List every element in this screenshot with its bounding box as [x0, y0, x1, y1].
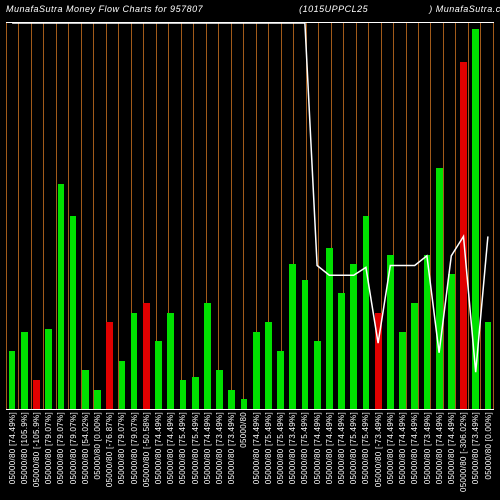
- label-wrap: 05000/80: [238, 412, 250, 500]
- x-label: 05000/80 [75.49%]: [178, 412, 187, 484]
- x-label: 05000/80 [73.49%]: [423, 412, 432, 484]
- label-wrap: 05000/80 [-73.49%]: [372, 412, 384, 500]
- title-left: MunafaSutra Money Flow Charts for 957807: [6, 4, 203, 14]
- label-wrap: 05000/80 [73.49%]: [470, 412, 482, 500]
- label-wrap: 05000/80 [74.49%]: [335, 412, 347, 500]
- label-wrap: 05000/80 [79.07%]: [67, 412, 79, 500]
- x-label: 05000/80 [75.49%]: [191, 412, 200, 484]
- label-wrap: 05000/80 [75.49%]: [262, 412, 274, 500]
- x-label: 05000/80 [79.07%]: [56, 412, 65, 484]
- chart-container: MunafaSutra Money Flow Charts for 957807…: [0, 0, 500, 500]
- label-wrap: 05000/80 [75.49%]: [348, 412, 360, 500]
- label-wrap: 05000/80 [79.07%]: [128, 412, 140, 500]
- x-label: 05000/80 [74.49%]: [8, 412, 17, 484]
- x-label: 05000/80 [74.49%]: [337, 412, 346, 484]
- label-wrap: 05000/80 [74.49%]: [152, 412, 164, 500]
- trend-line: [12, 23, 488, 372]
- line-overlay: [6, 23, 494, 411]
- x-label: 05000/80 [-73.49%]: [374, 412, 383, 487]
- label-wrap: 05000/80 [73.49%]: [226, 412, 238, 500]
- label-wrap: 05000/80 [73.49%]: [213, 412, 225, 500]
- x-label: 05000/80 [79.07%]: [69, 412, 78, 484]
- label-wrap: 05000/80 [75.49%]: [299, 412, 311, 500]
- label-wrap: 05000/80 [74.49%]: [445, 412, 457, 500]
- x-label: 05000/80 [105.9%]: [20, 412, 29, 484]
- label-wrap: 05000/80 [74.49%]: [201, 412, 213, 500]
- label-wrap: 05000/80 [105.9%]: [18, 412, 30, 500]
- x-label: 05000/80 [-105.9%]: [32, 412, 41, 487]
- label-wrap: 05000/80 [75.49%]: [189, 412, 201, 500]
- x-label: 05000/80 [74.49%]: [447, 412, 456, 484]
- label-wrap: 05000/80 [-50.58%]: [140, 412, 152, 500]
- label-wrap: 05000/80 [-76.87%]: [104, 412, 116, 500]
- x-label: 05000/80 [74.49%]: [325, 412, 334, 484]
- label-wrap: 05000/80 [75.49%]: [177, 412, 189, 500]
- x-label: 05000/80 [54.02%]: [81, 412, 90, 484]
- x-axis-labels: 05000/80 [74.49%]05000/80 [105.9%]05000/…: [6, 412, 494, 500]
- label-wrap: 05000/80 [75.49%]: [274, 412, 286, 500]
- label-wrap: 05000/80 [-105.9%]: [30, 412, 42, 500]
- label-wrap: 05000/80 [73.49%]: [421, 412, 433, 500]
- label-wrap: 05000/80 [79.07%]: [116, 412, 128, 500]
- x-label: 05000/80 [-76.87%]: [105, 412, 114, 487]
- label-wrap: 05000/80 [0.00%]: [482, 412, 494, 500]
- label-wrap: 05000/80 [73.49%]: [287, 412, 299, 500]
- title-right: ) MunafaSutra.com: [429, 4, 500, 14]
- x-label: 05000/80 [74.49%]: [398, 412, 407, 484]
- x-label: 05000/80 [73.49%]: [227, 412, 236, 484]
- x-label: 05000/80 [79.07%]: [44, 412, 53, 484]
- x-label: 05000/80 [74.49%]: [313, 412, 322, 484]
- label-wrap: 05000/80 [0.00%]: [91, 412, 103, 500]
- x-label: 05000/80 [75.49%]: [276, 412, 285, 484]
- x-label: 05000/80 [73.49%]: [288, 412, 297, 484]
- chart-area: [6, 22, 494, 410]
- label-wrap: 05000/80 [74.49%]: [323, 412, 335, 500]
- label-wrap: 05000/80 [74.49%]: [384, 412, 396, 500]
- x-label: 05000/80 [74.49%]: [252, 412, 261, 484]
- x-label: 05000/80 [73.49%]: [215, 412, 224, 484]
- label-wrap: 05000/80 [74.49%]: [409, 412, 421, 500]
- label-wrap: 05000/80 [-306.02%]: [458, 412, 470, 500]
- label-wrap: 05000/80 [74.49%]: [165, 412, 177, 500]
- x-label: 05000/80 [74.49%]: [154, 412, 163, 484]
- label-wrap: 05000/80 [75.49%]: [360, 412, 372, 500]
- label-wrap: 05000/80 [79.07%]: [43, 412, 55, 500]
- x-label: 05000/80 [75.49%]: [361, 412, 370, 484]
- label-wrap: 05000/80 [74.49%]: [6, 412, 18, 500]
- x-label: 05000/80 [74.49%]: [386, 412, 395, 484]
- x-label: 05000/80 [79.07%]: [117, 412, 126, 484]
- label-wrap: 05000/80 [54.02%]: [79, 412, 91, 500]
- x-label: 05000/80 [-50.58%]: [142, 412, 151, 487]
- x-label: 05000/80 [79.07%]: [130, 412, 139, 484]
- label-wrap: 05000/80 [74.49%]: [311, 412, 323, 500]
- x-label: 05000/80 [0.00%]: [93, 412, 102, 480]
- x-label: 05000/80 [74.49%]: [166, 412, 175, 484]
- label-wrap: 05000/80 [74.49%]: [397, 412, 409, 500]
- x-label: 05000/80: [239, 412, 248, 448]
- x-label: 05000/80 [75.49%]: [349, 412, 358, 484]
- x-label: 05000/80 [74.49%]: [410, 412, 419, 484]
- label-wrap: 05000/80 [74.49%]: [433, 412, 445, 500]
- x-label: 05000/80 [73.49%]: [471, 412, 480, 484]
- x-label: 05000/80 [74.49%]: [435, 412, 444, 484]
- x-label: 05000/80 [75.49%]: [264, 412, 273, 484]
- chart-title: MunafaSutra Money Flow Charts for 957807…: [6, 4, 494, 14]
- label-wrap: 05000/80 [79.07%]: [55, 412, 67, 500]
- x-label: 05000/80 [75.49%]: [300, 412, 309, 484]
- title-mid: (1015UPPCL25: [299, 4, 368, 14]
- x-label: 05000/80 [74.49%]: [203, 412, 212, 484]
- x-label: 05000/80 [0.00%]: [484, 412, 493, 480]
- label-wrap: 05000/80 [74.49%]: [250, 412, 262, 500]
- x-label: 05000/80 [-306.02%]: [459, 412, 468, 492]
